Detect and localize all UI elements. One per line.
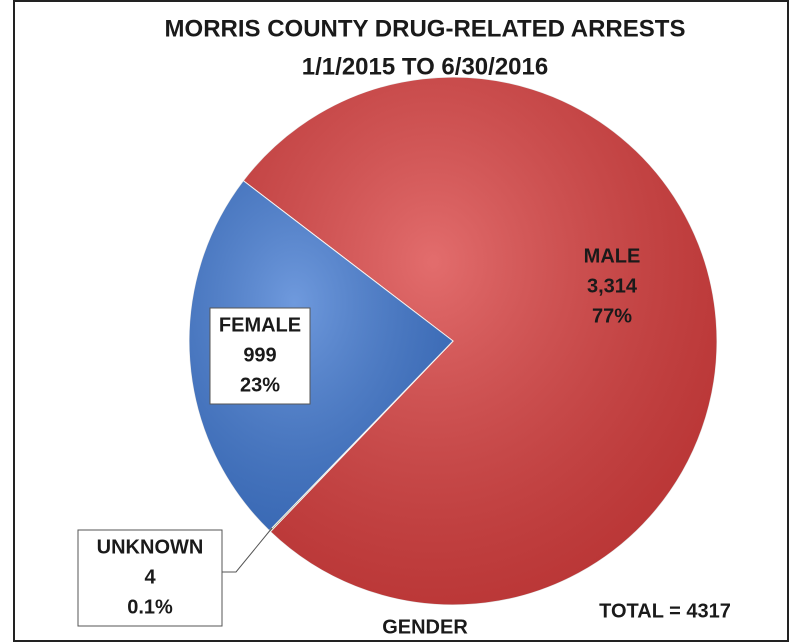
- data-label: 0.1%: [127, 596, 173, 618]
- data-label: 77%: [592, 305, 632, 327]
- data-label: 4: [144, 566, 156, 588]
- label-box: [77, 529, 223, 627]
- labels: MALE 3,314 77% UNKNOWN 4 0.1% FEMALE 999 23%: [77, 245, 641, 627]
- leader-line: [222, 527, 273, 573]
- data-label: UNKNOWN: [97, 536, 204, 558]
- data-label: MALE: [584, 245, 641, 267]
- chart-title: MORRIS COUNTY DRUG-RELATED ARRESTS: [165, 15, 686, 42]
- data-label: 23%: [240, 374, 280, 396]
- data-label: 3,314: [587, 275, 638, 297]
- annotation: TOTAL = 4317: [599, 600, 731, 622]
- data-label: FEMALE: [219, 314, 301, 336]
- chart-subtitle: 1/1/2015 TO 6/30/2016: [302, 53, 548, 80]
- data-label: 999: [243, 344, 276, 366]
- x-axis-label: GENDER: [382, 616, 468, 638]
- label-box: [209, 307, 311, 405]
